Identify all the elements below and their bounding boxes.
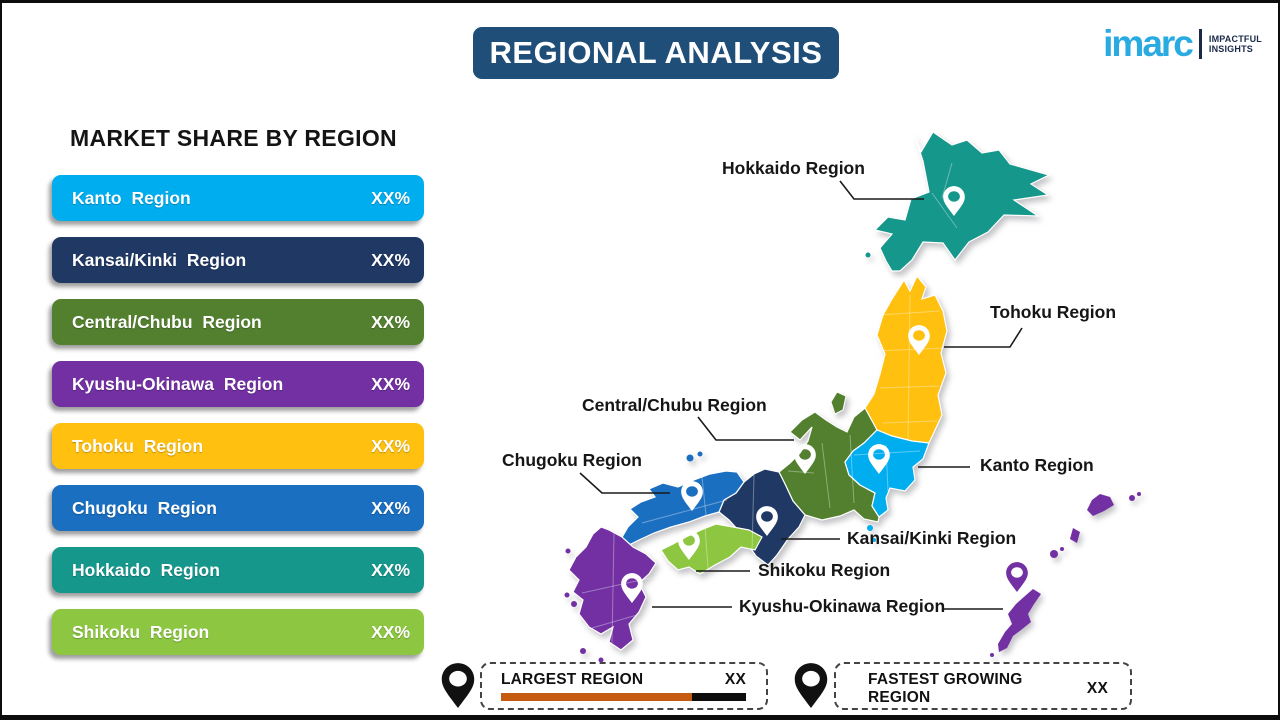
region-okinawa-islet — [1137, 492, 1141, 496]
market-share-panel: MARKET SHARE BY REGION Kanto Region XX% … — [52, 125, 424, 671]
share-bar-label: Hokkaido Region — [72, 559, 220, 580]
share-bar-kyushu: Kyushu-Okinawa Region XX% — [52, 361, 424, 407]
map-label-tohoku: Tohoku Region — [990, 302, 1117, 322]
tohoku-connector-line — [944, 327, 1023, 348]
region-tohoku-shape — [864, 274, 948, 444]
map-label-kansai: Kansai/Kinki Region — [847, 528, 1017, 548]
share-bar-label: Kyushu-Okinawa Region — [72, 373, 284, 394]
hokkaido-connector-line — [839, 180, 924, 200]
region-kyushu-islet — [564, 592, 570, 598]
largest-region-bar-fill — [501, 693, 693, 701]
share-bar-label: Kansai/Kinki Region — [72, 249, 247, 270]
imarc-logo-text: imarc — [1103, 23, 1194, 64]
share-bar-value: XX% — [371, 497, 410, 518]
region-kanto-izu-island — [867, 525, 873, 531]
share-bar-label: Chugoku Region — [72, 497, 217, 518]
imarc-logo: imarc IMPACTFUL INSIGHTS — [1103, 25, 1262, 62]
map-label-kanto: Kanto Region — [980, 455, 1094, 475]
largest-region-legend: LARGEST REGION XX — [480, 662, 768, 710]
region-okinawa-islet — [1070, 528, 1080, 543]
region-kanto-shape — [844, 429, 930, 518]
share-bar-kanto: Kanto Region XX% — [52, 175, 424, 221]
region-okinawa-islet — [990, 653, 994, 657]
share-bar-shikoku: Shikoku Region XX% — [52, 609, 424, 655]
largest-region-label: LARGEST REGION — [501, 671, 644, 688]
share-bar-value: XX% — [371, 373, 410, 394]
share-bar-label: Tohoku Region — [72, 435, 204, 456]
region-chugoku-oki-island — [697, 451, 703, 457]
largest-region-pin-icon — [441, 663, 475, 708]
region-kyushu-islet — [580, 648, 586, 654]
share-bar-value: XX% — [371, 435, 410, 456]
region-okinawa-islet — [1060, 547, 1064, 551]
logo-divider — [1198, 28, 1202, 59]
region-hokkaido-islet — [865, 252, 871, 258]
page-title: REGIONAL ANALYSIS — [473, 27, 839, 79]
share-bar-chubu: Central/Chubu Region XX% — [52, 299, 424, 345]
logo-tagline-line1: IMPACTFUL — [1208, 33, 1262, 44]
logo-tagline-line2: INSIGHTS — [1208, 43, 1253, 54]
share-bar-kansai: Kansai/Kinki Region XX% — [52, 237, 424, 283]
region-okinawa-islet — [1129, 495, 1135, 501]
share-bar-hokkaido: Hokkaido Region XX% — [52, 547, 424, 593]
map-label-kyushu: Kyushu-Okinawa Region — [739, 596, 946, 616]
share-bar-value: XX% — [371, 187, 410, 208]
region-shikoku-shape — [660, 523, 763, 575]
largest-region-value: XX — [724, 671, 746, 688]
share-bar-label: Central/Chubu Region — [72, 311, 262, 332]
map-label-chugoku: Chugoku Region — [502, 450, 642, 470]
japan-map — [441, 131, 1141, 708]
share-bar-label: Kanto Region — [72, 187, 191, 208]
largest-region-bar — [501, 693, 746, 701]
fastest-region-value: XX — [1086, 680, 1108, 697]
share-bar-chugoku: Chugoku Region XX% — [52, 485, 424, 531]
map-label-hokkaido: Hokkaido Region — [722, 158, 865, 178]
region-chugoku-oki-island — [686, 454, 694, 462]
region-okinawa-main-island — [998, 589, 1041, 652]
share-bar-value: XX% — [371, 311, 410, 332]
region-chugoku-shape — [620, 470, 745, 547]
region-chubu-sado-island — [830, 391, 847, 415]
region-kyushu-shape — [568, 526, 657, 651]
chugoku-connector-line — [579, 472, 670, 494]
logo-tagline: IMPACTFUL INSIGHTS — [1209, 34, 1262, 54]
fastest-growing-region-legend: FASTEST GROWING REGION XX — [834, 662, 1132, 710]
map-label-chubu: Central/Chubu Region — [582, 395, 767, 415]
region-kyushu-islet — [576, 557, 580, 561]
region-kyushu-islet — [571, 601, 577, 607]
chubu-connector-line — [697, 416, 794, 441]
region-kanto-izu-island — [872, 538, 876, 542]
region-okinawa-islet — [1087, 494, 1114, 516]
region-kyushu-islet — [598, 657, 604, 663]
share-bar-value: XX% — [371, 621, 410, 642]
map-label-shikoku: Shikoku Region — [758, 560, 891, 580]
share-bar-tohoku: Tohoku Region XX% — [52, 423, 424, 469]
share-bar-label: Shikoku Region — [72, 621, 210, 642]
share-bar-value: XX% — [371, 249, 410, 270]
share-bar-value: XX% — [371, 559, 410, 580]
market-share-heading: MARKET SHARE BY REGION — [70, 125, 397, 151]
connector-lines — [579, 180, 1023, 610]
region-kyushu-islet — [565, 548, 571, 554]
region-okinawa-islet — [1050, 550, 1058, 558]
okinawa-pin-icon — [1006, 562, 1028, 592]
fastest-region-pin-icon — [794, 663, 828, 708]
fastest-region-label: FASTEST GROWING REGION — [868, 671, 1023, 706]
